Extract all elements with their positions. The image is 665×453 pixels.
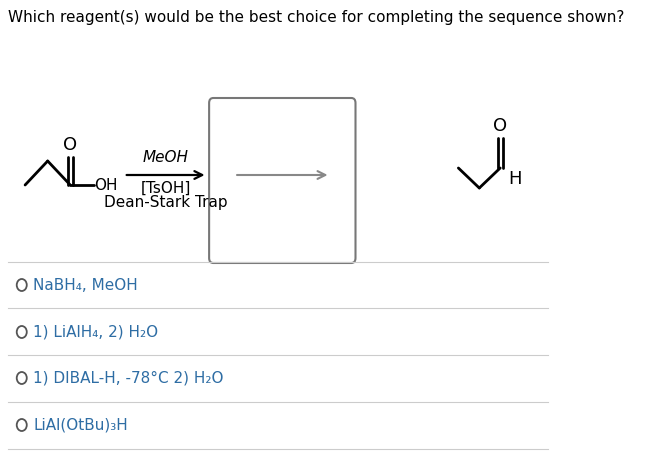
Text: NaBH₄, MeOH: NaBH₄, MeOH	[33, 278, 138, 293]
FancyBboxPatch shape	[209, 98, 356, 263]
Text: Which reagent(s) would be the best choice for completing the sequence shown?: Which reagent(s) would be the best choic…	[9, 10, 624, 25]
Text: 1) DIBAL-H, -78°C 2) H₂O: 1) DIBAL-H, -78°C 2) H₂O	[33, 371, 224, 386]
Circle shape	[17, 326, 27, 338]
Circle shape	[17, 419, 27, 431]
Text: O: O	[493, 117, 507, 135]
Text: H: H	[509, 170, 522, 188]
Text: OH: OH	[94, 178, 118, 193]
Text: [TsOH]: [TsOH]	[140, 181, 191, 196]
Text: O: O	[63, 136, 77, 154]
Circle shape	[17, 279, 27, 291]
Circle shape	[17, 372, 27, 384]
Text: LiAl(OtBu)₃H: LiAl(OtBu)₃H	[33, 418, 128, 433]
Text: 1) LiAlH₄, 2) H₂O: 1) LiAlH₄, 2) H₂O	[33, 324, 158, 339]
Text: Dean-Stark Trap: Dean-Stark Trap	[104, 195, 227, 210]
Text: MeOH: MeOH	[142, 150, 189, 165]
